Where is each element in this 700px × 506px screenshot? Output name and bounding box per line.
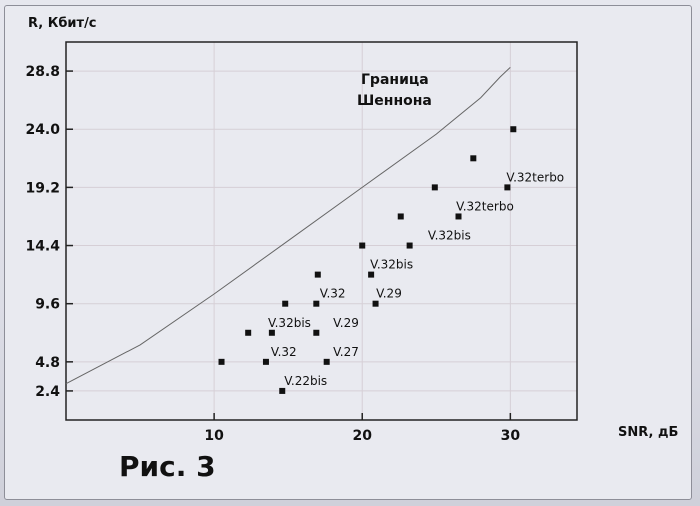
- plot-border: [65, 41, 578, 421]
- data-point-19: [510, 126, 517, 133]
- point-label-5: V.32: [320, 287, 346, 301]
- point-label-0: V.22bis: [284, 374, 327, 388]
- data-point-3: [268, 329, 275, 336]
- data-point-1: [245, 329, 252, 336]
- axes: [65, 41, 578, 421]
- data-point-4: [279, 387, 286, 394]
- figure-caption: Рис. 3: [119, 450, 216, 483]
- shannon-label-line1: Граница: [361, 72, 429, 88]
- data-point-18: [504, 184, 511, 191]
- data-point-2: [262, 358, 269, 365]
- point-label-2: V.27: [333, 345, 359, 359]
- point-label-6: V.29: [376, 287, 402, 301]
- data-point-5: [282, 300, 289, 307]
- x-tick-label-2: 30: [501, 428, 521, 444]
- y-tick-label-3: 14.4: [25, 239, 60, 255]
- point-label-3: V.32bis: [268, 316, 311, 330]
- grid-lines: [66, 42, 577, 420]
- data-point-11: [368, 271, 375, 278]
- point-label-9: V.32terbo: [456, 199, 514, 213]
- point-label-7: V.32bis: [370, 258, 413, 272]
- y-tick-label-4: 19.2: [25, 180, 60, 196]
- point-label-4: V.29: [333, 316, 359, 330]
- data-point-0: [218, 358, 225, 365]
- x-tick-label-0: 10: [204, 428, 224, 444]
- data-point-16: [455, 213, 462, 220]
- data-point-12: [372, 300, 379, 307]
- data-point-13: [397, 213, 404, 220]
- data-point-17: [470, 155, 477, 162]
- point-label-1: V.32: [271, 345, 297, 359]
- data-point-10: [359, 242, 366, 249]
- y-tick-label-6: 28.8: [25, 64, 60, 80]
- shannon-label-line2: Шеннона: [357, 93, 432, 109]
- data-point-7: [313, 300, 320, 307]
- data-point-14: [406, 242, 413, 249]
- point-labels: V.22bis V.32 V.27 V.32bis V.29 V.32 V.29 V.32bi…: [268, 170, 564, 388]
- shannon-curve: [65, 67, 511, 385]
- shannon-curve-group: [65, 67, 511, 385]
- x-tick-label-1: 20: [352, 428, 372, 444]
- data-point-8: [314, 271, 321, 278]
- y-axis-label: R, Кбит/с: [28, 16, 97, 31]
- y-tick-label-2: 9.6: [35, 297, 60, 313]
- point-label-10: V.32terbo: [506, 170, 564, 184]
- y-tick-label-1: 4.8: [35, 355, 60, 371]
- y-tick-label-5: 24.0: [25, 122, 60, 138]
- data-points: [218, 126, 517, 394]
- y-tick-label-0: 2.4: [35, 384, 60, 400]
- point-label-8: V.32bis: [428, 229, 471, 243]
- data-point-9: [323, 358, 330, 365]
- data-point-15: [431, 184, 438, 191]
- x-axis-label: SNR, дБ: [618, 425, 678, 440]
- data-point-6: [313, 329, 320, 336]
- tick-labels: 2.4 4.8 9.6 14.4 19.2 24.0 28.8 10 20 30: [25, 64, 520, 444]
